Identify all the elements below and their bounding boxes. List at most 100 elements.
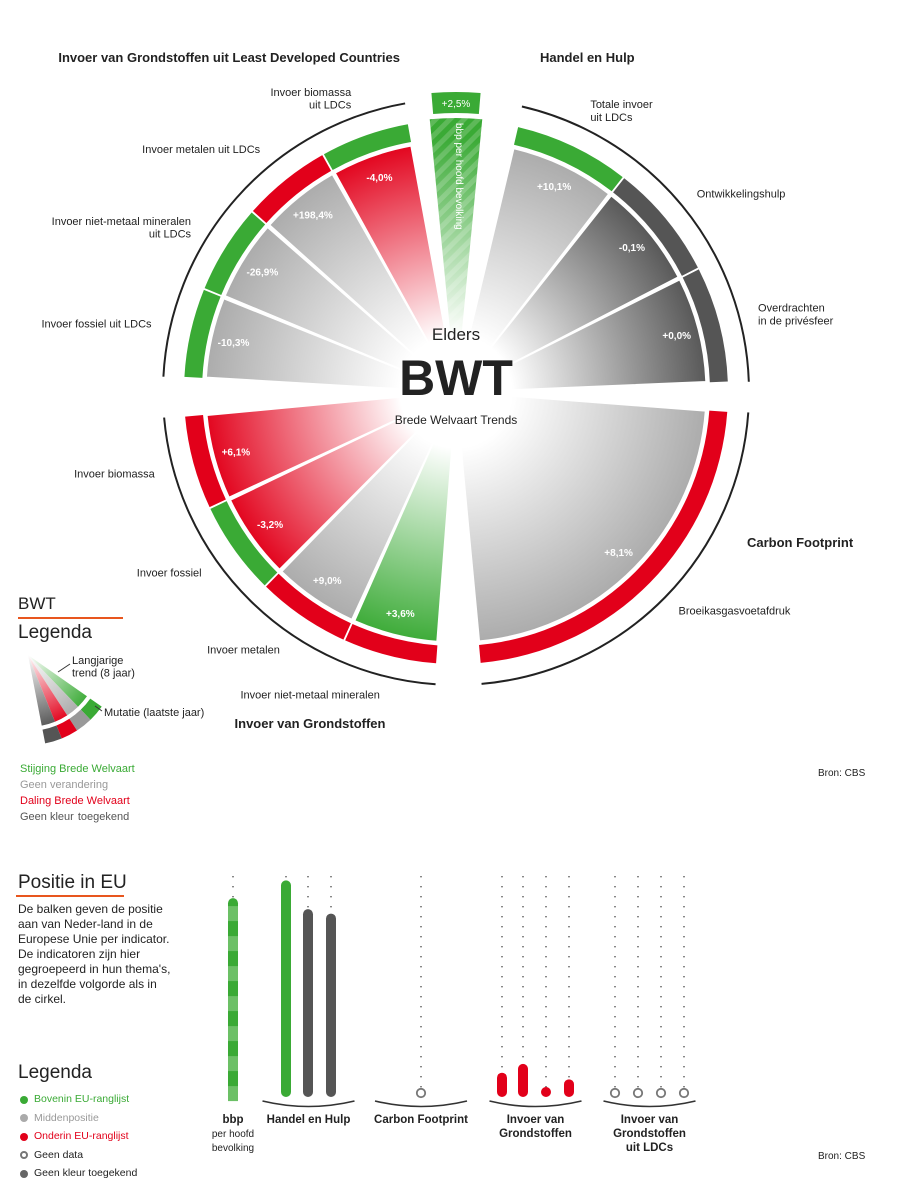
circle-group: Invoer van Grondstoffen uit Least Develo… (41, 50, 457, 393)
eu-legend-item: Middenpositie (20, 1112, 99, 1125)
eu-bar-group: Invoer van Grondstoffen uit LDCs (603, 876, 696, 1154)
mutation-value: +0,0% (662, 331, 691, 342)
indicator-slice[interactable]: -3,2% Invoer fossiel (137, 391, 457, 586)
group-ring-arc (521, 105, 750, 382)
dot-icon (20, 1095, 28, 1104)
group-bracket (603, 1100, 696, 1108)
bbp-slice-label: bbp per hoofd bevolking (453, 123, 464, 230)
indicator-label: Invoer biomassa (74, 468, 156, 480)
callout-line (57, 663, 71, 673)
dot-icon (20, 1132, 28, 1141)
indicator-label: Broeikasgasvoetafdruk (679, 606, 791, 618)
circle-group: Handel en Hulp +10,1% Totale invoer uit LDC… (455, 50, 834, 393)
no-data-marker (415, 1087, 427, 1099)
bwt-legend-fan: Stijging Brede Welvaart Geen verandering D… (20, 655, 204, 823)
no-data-marker (609, 1087, 621, 1099)
eu-bar (281, 880, 291, 1097)
mutation-band (184, 289, 221, 378)
bar-stripe (228, 1086, 238, 1102)
mutation-value: +10,1% (537, 182, 571, 193)
bar-stripe (228, 1056, 238, 1072)
trend-wedge (455, 195, 679, 393)
trend-wedge (206, 391, 457, 498)
legend-trend-wedge (28, 655, 68, 722)
circle-group: Carbon Footprint +8,1% Broeikasgasvoetafdr… (455, 391, 854, 685)
mutation-value: +9,0% (313, 576, 342, 587)
group-title: Invoer van Grondstoffen uit Least Develo… (58, 50, 400, 65)
eu-legend-label: Geen data (34, 1148, 84, 1161)
divider (18, 617, 123, 619)
source-label: Bron: CBS (818, 768, 866, 779)
indicator-label: Ontwikkelingshulp (697, 188, 786, 200)
eu-legend-item: Geen data (20, 1149, 83, 1162)
mutation-value: -3,2% (257, 520, 283, 531)
legend-trend-label: Langjarige trend (8 jaar) (72, 655, 135, 680)
legend-mutation-label: Mutatie (laatste jaar) (104, 707, 204, 719)
trend-wedge (229, 391, 457, 570)
eu-bar (326, 913, 336, 1097)
divider (16, 895, 124, 897)
indicator-label: Invoer metalen uit LDCs (142, 144, 260, 156)
indicator-slice[interactable]: -26,9% Invoer niet-metaal mineralen uit LD… (52, 212, 457, 393)
center-top-label: Elders (432, 325, 480, 344)
trend-wedge (455, 148, 610, 393)
legend-trend-wedge (28, 655, 55, 726)
bwt-legend-title: Legenda (18, 622, 92, 643)
eu-bar-group: bbp per hoofd bevolking (212, 876, 254, 1154)
source-label: Bron: CBS (818, 1151, 866, 1162)
indicator-slice[interactable]: +3,6% Invoer niet-metaal mineralen (240, 391, 457, 701)
eu-group-label: per hoofd (212, 1129, 254, 1140)
eu-group-label: bbp (222, 1114, 243, 1126)
indicator-slice[interactable]: +0,0% Overdrachten in de privésfeer (455, 269, 834, 393)
legend-item-label: Daling Brede Welvaart (20, 795, 130, 807)
eu-legend-label: Geen kleur toegekend (34, 1167, 138, 1179)
mutation-value: +8,1% (604, 548, 633, 559)
group-bracket (262, 1100, 355, 1108)
indicator-label: Totale invoer uit LDCs (590, 99, 653, 124)
ring-icon (20, 1151, 28, 1159)
bar-stripe (228, 996, 238, 1012)
indicator-label: Invoer fossiel (137, 567, 202, 579)
indicator-label: Invoer niet-metaal mineralen (240, 689, 379, 701)
legend-mutation-band (42, 725, 62, 744)
indicator-slice[interactable]: +9,0% Invoer metalen (207, 391, 457, 656)
eu-bar-group: Handel en Hulp (262, 876, 355, 1126)
circle-center-title: Elders BWT Brede Welvaart Trends (395, 325, 518, 427)
callout-line (94, 705, 103, 712)
circle-group: Invoer van Grondstoffen +3,6% Invoer niet-… (74, 391, 457, 731)
eu-bar (541, 1087, 551, 1097)
trend-wedge (455, 279, 707, 393)
eu-bar-group: Carbon Footprint (374, 876, 468, 1126)
eu-bar (518, 1063, 528, 1097)
eu-group-label: Grondstoffen (613, 1128, 686, 1140)
indicator-slice[interactable]: -0,1% Ontwikkelingshulp (455, 178, 786, 393)
mutation-band (252, 155, 332, 224)
indicator-slice-bbp[interactable]: +2,5% bbp per hoofd bevolking (429, 91, 483, 392)
group-title: Handel en Hulp (540, 50, 635, 65)
trend-wedge (205, 298, 457, 393)
eu-group-label: Grondstoffen (499, 1128, 572, 1140)
eu-group-label: Invoer van (621, 1114, 679, 1126)
mutation-band (204, 212, 266, 296)
mutation-value: -10,3% (218, 338, 250, 349)
indicator-slice[interactable]: +198,4% Invoer metalen uit LDCs (142, 144, 457, 393)
mutation-band (266, 573, 351, 640)
eu-position-chart: bbp per hoofd bevolking Handel en Hulp Carbo… (212, 876, 696, 1154)
eu-title: Positie in EU (18, 872, 127, 893)
no-data-marker (678, 1087, 690, 1099)
eu-legend-item: Onderin EU-ranglijst (20, 1130, 129, 1143)
indicator-slice[interactable]: -4,0% Invoer biomassa uit LDCs (270, 87, 457, 393)
trend-wedge (269, 174, 457, 393)
group-title: Carbon Footprint (747, 535, 854, 550)
indicator-slice[interactable]: +8,1% Broeikasgasvoetafdruk (455, 391, 791, 663)
bar-stripe (228, 936, 238, 952)
indicator-slice[interactable]: +6,1% Invoer biomassa (74, 391, 457, 508)
indicator-slice[interactable]: +10,1% Totale invoer uit LDCs (455, 99, 653, 393)
mutation-band (479, 410, 728, 663)
group-bracket (374, 1100, 468, 1108)
indicator-slice[interactable]: -10,3% Invoer fossiel uit LDCs (41, 289, 457, 393)
legend-item-label: Stijging Brede Welvaart (20, 763, 135, 775)
mutation-band (210, 501, 278, 586)
eu-legend-label: Bovenin EU-ranglijst (34, 1093, 130, 1105)
